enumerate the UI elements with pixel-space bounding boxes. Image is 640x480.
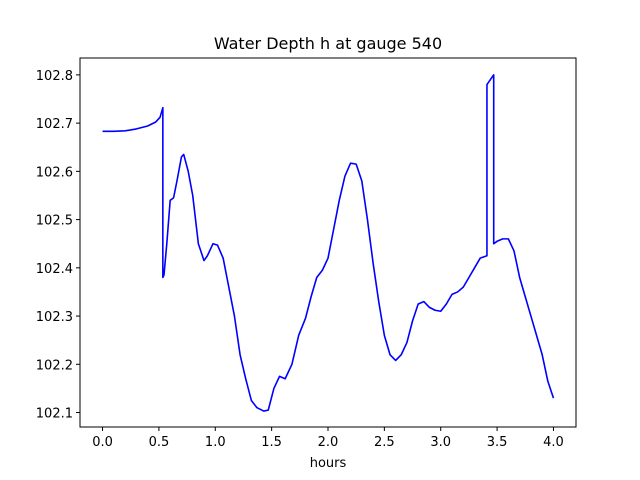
y-tick-label: 102.3 xyxy=(36,310,73,325)
x-tick-label: 4.0 xyxy=(543,435,564,450)
y-tick-label: 102.5 xyxy=(36,214,73,229)
y-tick-label: 102.1 xyxy=(36,407,73,422)
chart-title: Water Depth h at gauge 540 xyxy=(214,34,442,53)
x-tick-label: 0.5 xyxy=(149,435,170,450)
y-axis: 102.1 102.2 102.3 102.4 102.5 102.6 102.7 102.8 xyxy=(36,69,80,422)
x-tick-label: 1.0 xyxy=(205,435,226,450)
x-tick-label: 1.5 xyxy=(261,435,282,450)
y-tick-label: 102.4 xyxy=(36,262,73,277)
x-axis-label: hours xyxy=(310,456,347,471)
x-tick-label: 3.5 xyxy=(487,435,508,450)
x-tick-label: 3.0 xyxy=(430,435,451,450)
x-tick-label: 2.5 xyxy=(374,435,395,450)
y-tick-label: 102.7 xyxy=(36,117,73,132)
x-axis: 0.0 0.5 1.0 1.5 2.0 2.5 3.0 3.5 4.0 xyxy=(92,427,564,450)
y-tick-label: 102.8 xyxy=(36,69,73,84)
series-line-0 xyxy=(102,74,555,412)
x-tick-label: 2.0 xyxy=(318,435,339,450)
x-tick-label: 0.0 xyxy=(92,435,113,450)
y-tick-label: 102.2 xyxy=(36,358,73,373)
y-tick-label: 102.6 xyxy=(36,165,73,180)
plot-area xyxy=(102,74,555,412)
